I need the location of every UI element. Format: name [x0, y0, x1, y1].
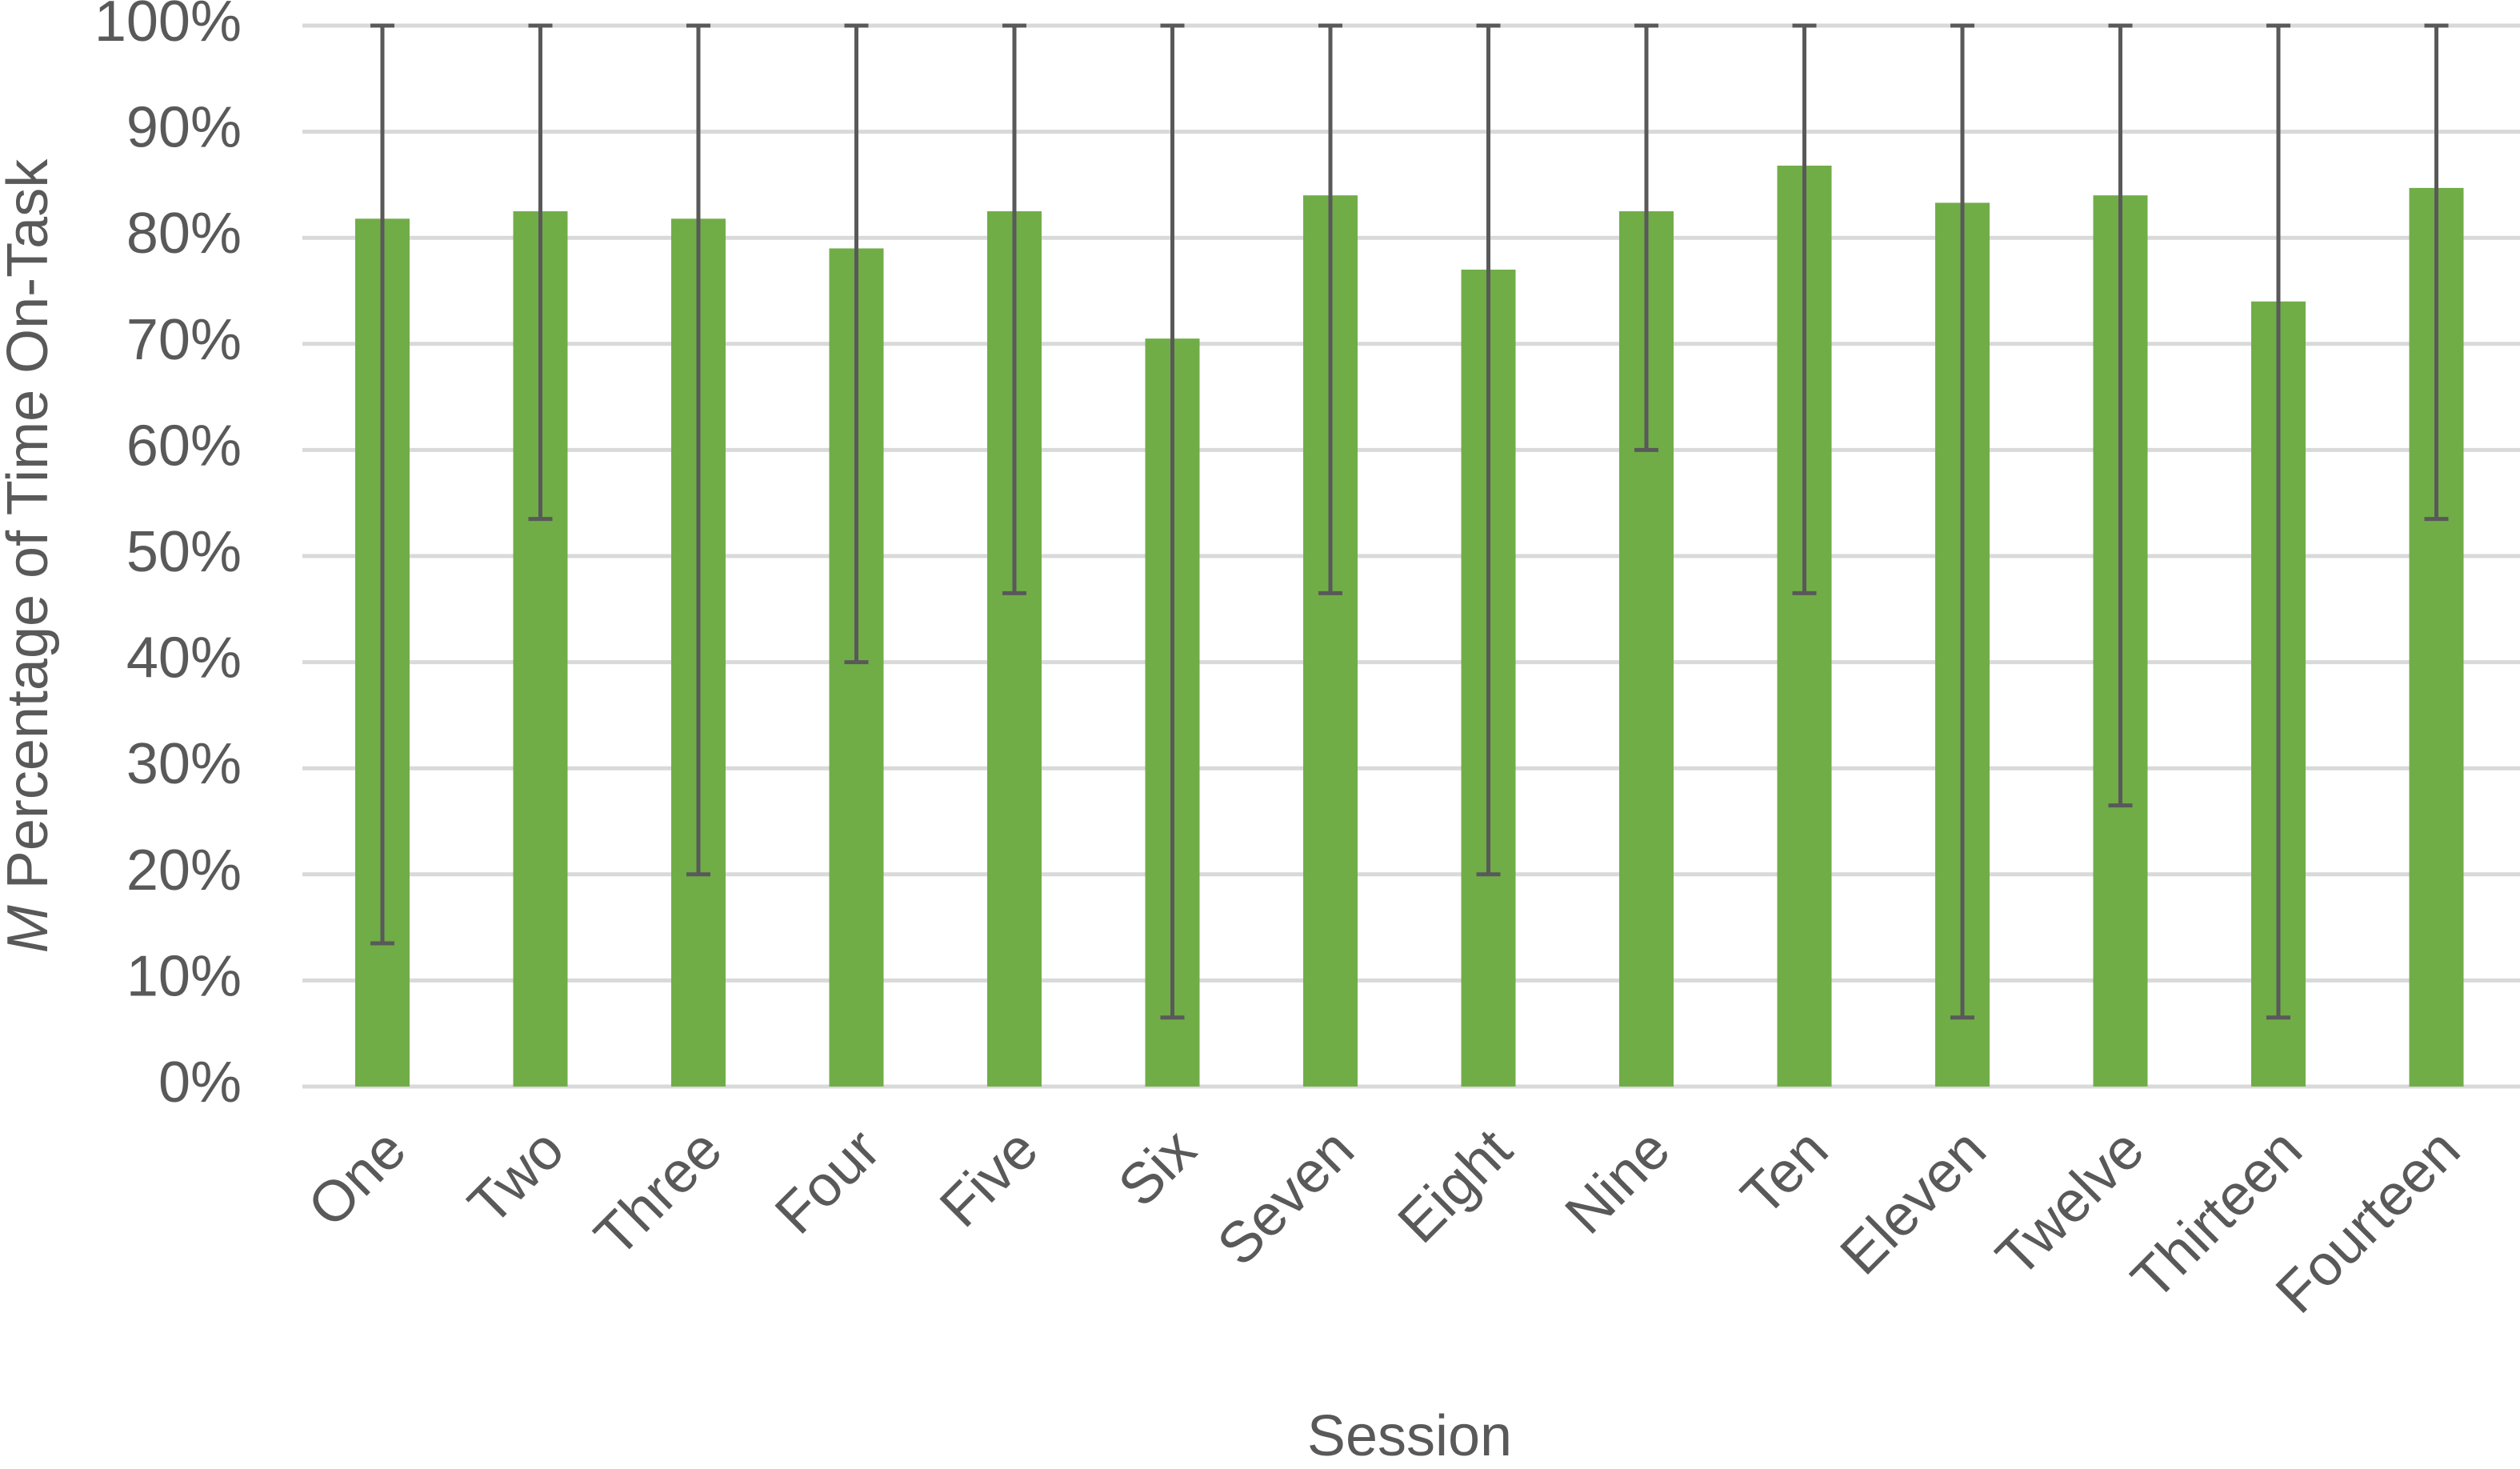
x-tick-label: Five [928, 1117, 1050, 1239]
x-tick-label: Nine [1553, 1117, 1682, 1246]
x-tick-label: Two [456, 1117, 576, 1237]
y-tick-label: 30% [126, 732, 242, 796]
x-tick-label: Three [582, 1117, 734, 1269]
y-axis-title-text: Percentage of Time On-Task [0, 158, 60, 889]
x-tick-label: One [296, 1117, 418, 1239]
y-tick-label: 60% [126, 414, 242, 478]
y-tick-label: 90% [126, 96, 242, 160]
y-tick-label: 40% [126, 626, 242, 690]
y-tick-label: 20% [126, 839, 242, 903]
y-axis-title: M Percentage of Time On-Task [0, 158, 60, 953]
x-tick-label: Six [1106, 1117, 1208, 1219]
y-tick-label: 10% [126, 944, 242, 1008]
x-tick-label: Ten [1730, 1117, 1841, 1228]
y-tick-label: 50% [126, 520, 242, 584]
y-tick-label: 0% [158, 1051, 242, 1115]
x-tick-label: Four [763, 1117, 892, 1246]
x-axis-title: Session [1307, 1404, 1512, 1468]
x-tick-label: Eleven [1829, 1117, 1998, 1287]
y-tick-label: 70% [126, 308, 242, 372]
y-tick-label: 100% [94, 0, 242, 54]
y-tick-label: 80% [126, 202, 242, 266]
x-tick-label: Seven [1206, 1117, 1366, 1278]
y-axis-title-italic: M [0, 905, 60, 953]
x-tick-label: Eight [1386, 1117, 1525, 1255]
